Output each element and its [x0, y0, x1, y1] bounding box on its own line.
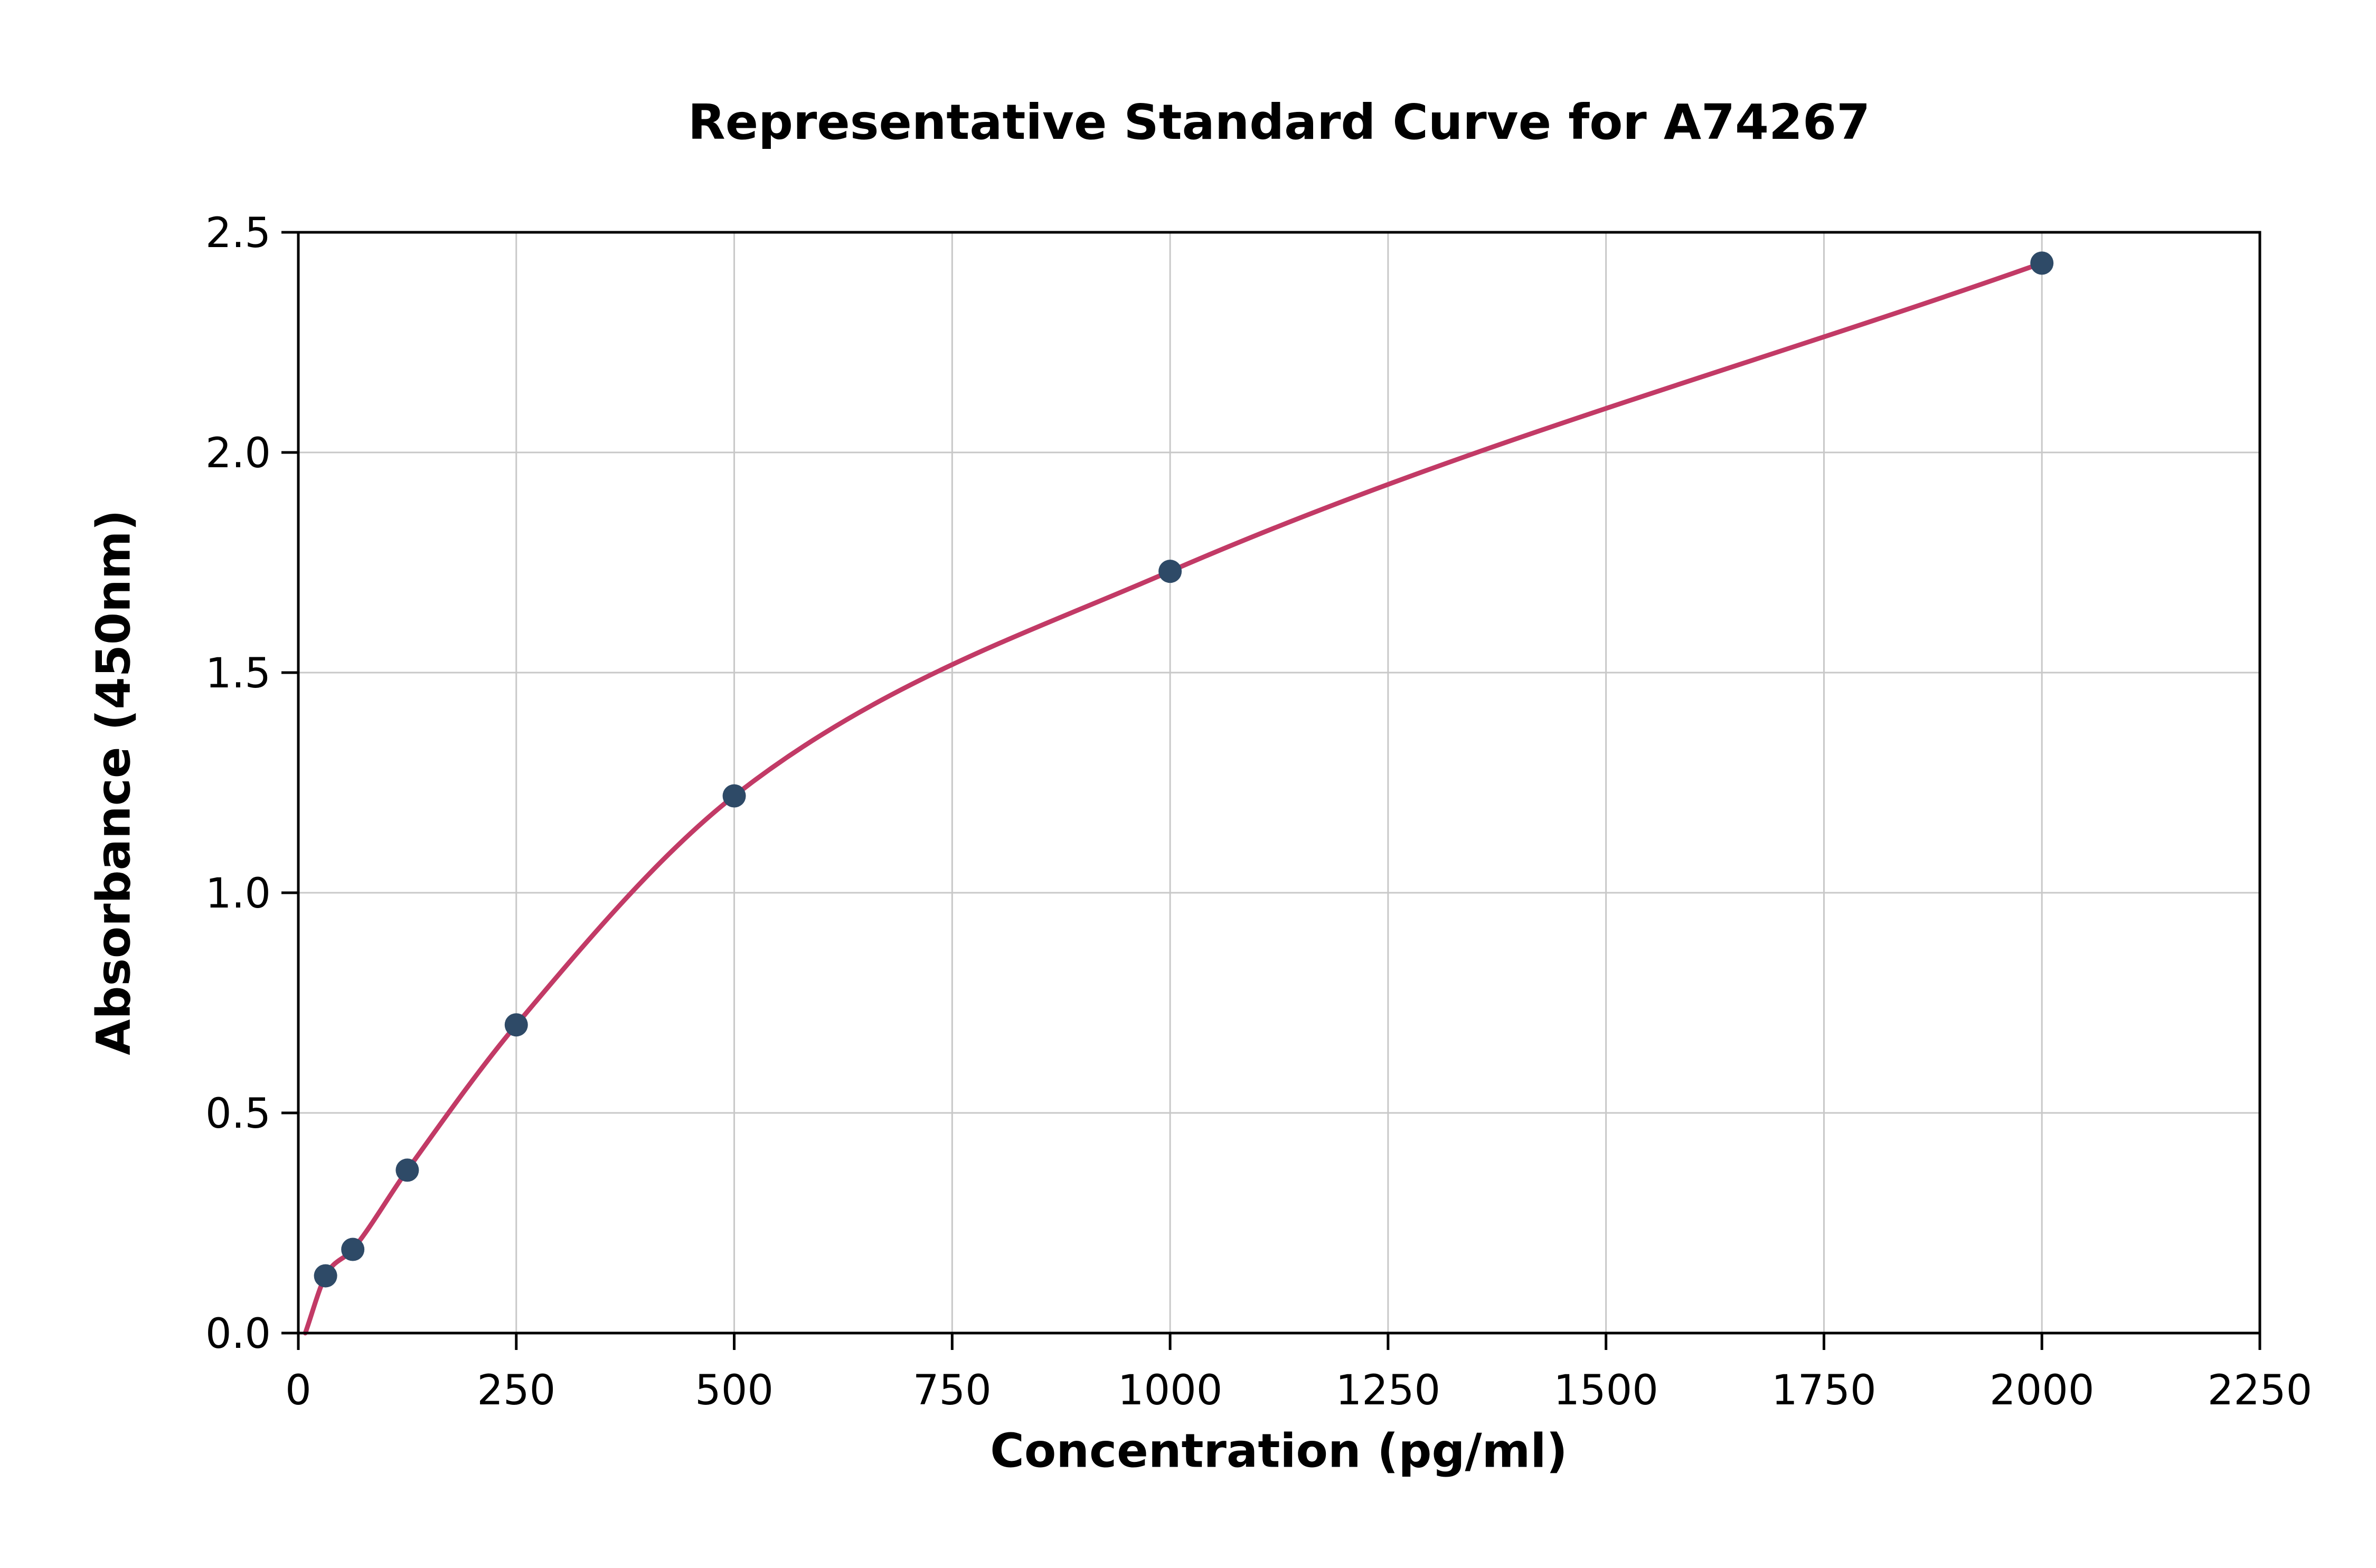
data-point [341, 1238, 365, 1261]
x-tick-label: 1500 [1553, 1367, 1658, 1414]
data-point [395, 1158, 419, 1182]
x-tick-label: 1250 [1336, 1367, 1441, 1414]
y-tick-label: 1.5 [205, 650, 271, 697]
data-point [2030, 251, 2054, 275]
plot-border [297, 231, 2261, 1335]
data-point [1158, 560, 1182, 583]
data-point [504, 1013, 528, 1037]
chart-title: Representative Standard Curve for A74267 [687, 94, 1871, 150]
y-tick-label: 2.0 [205, 430, 271, 477]
x-tick-label: 2250 [2208, 1367, 2313, 1414]
x-axis-label: Concentration (pg/ml) [990, 1423, 1568, 1478]
y-tick-label: 0.0 [205, 1310, 271, 1358]
data-point [314, 1264, 337, 1288]
x-tick-label: 1000 [1118, 1367, 1223, 1414]
x-tick-label: 1750 [1771, 1367, 1877, 1414]
data-point [722, 784, 746, 808]
y-tick-label: 0.5 [205, 1090, 271, 1138]
x-tick-label: 250 [477, 1367, 555, 1414]
x-tick-label: 750 [913, 1367, 992, 1414]
fitted-curve [303, 260, 2044, 1336]
x-tick-label: 2000 [1990, 1367, 2095, 1414]
x-tick-label: 0 [285, 1367, 312, 1414]
y-tick-label: 2.5 [205, 210, 271, 257]
y-tick-label: 1.0 [205, 870, 271, 918]
x-tick-label: 500 [695, 1367, 774, 1414]
